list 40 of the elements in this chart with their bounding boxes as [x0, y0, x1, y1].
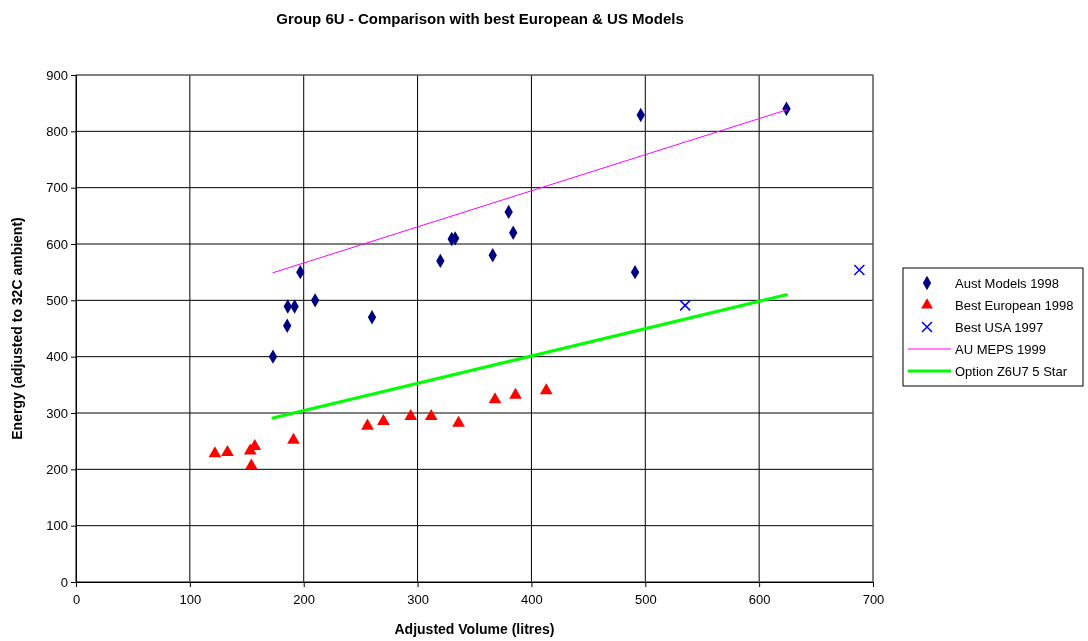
x-tick-label: 0: [72, 592, 81, 608]
chart-title: Group 6U - Comparison with best European & US Models: [276, 10, 684, 27]
point: [853, 264, 866, 276]
point: [221, 445, 234, 457]
point: [287, 432, 300, 444]
x-tick-label: 500: [634, 592, 657, 608]
legend-label: Best European 1998: [955, 298, 1074, 313]
y-tick-label: 700: [46, 180, 68, 196]
y-tick-label: 400: [46, 349, 68, 365]
y-tick-label: 900: [46, 67, 68, 83]
x-tick-label: 200: [293, 592, 316, 608]
legend-label: AU MEPS 1999: [955, 342, 1047, 357]
point: [539, 383, 553, 395]
x-tick-label: 100: [179, 592, 202, 608]
point: [244, 458, 258, 470]
y-tick-label: 200: [46, 461, 68, 477]
y-axis-title: Energy (adjusted to 32C ambient): [9, 217, 25, 440]
x-tick-label: 700: [862, 592, 885, 608]
x-tick-label: 600: [748, 592, 771, 608]
x-axis-title: Adjusted Volume (litres): [394, 621, 555, 637]
point: [404, 409, 418, 421]
x-tick-label: 300: [407, 592, 429, 608]
legend-label: Option Z6U7 5 Star: [955, 364, 1068, 379]
point: [452, 415, 465, 427]
y-tick-label: 0: [60, 574, 68, 590]
point: [679, 299, 691, 312]
y-tick-label: 500: [46, 292, 68, 308]
point: [488, 392, 502, 404]
x-tick-label: 400: [521, 592, 543, 608]
point: [509, 387, 522, 399]
y-tick-label: 100: [46, 518, 68, 534]
point: [208, 446, 222, 458]
y-tick-label: 800: [46, 123, 68, 139]
point: [377, 414, 390, 426]
y-tick-label: 300: [46, 405, 68, 421]
legend-label: Best USA 1997: [955, 320, 1044, 335]
point: [361, 418, 374, 430]
legend-label: Aust Models 1998: [955, 276, 1060, 291]
y-tick-label: 600: [46, 236, 68, 252]
point: [424, 409, 438, 421]
